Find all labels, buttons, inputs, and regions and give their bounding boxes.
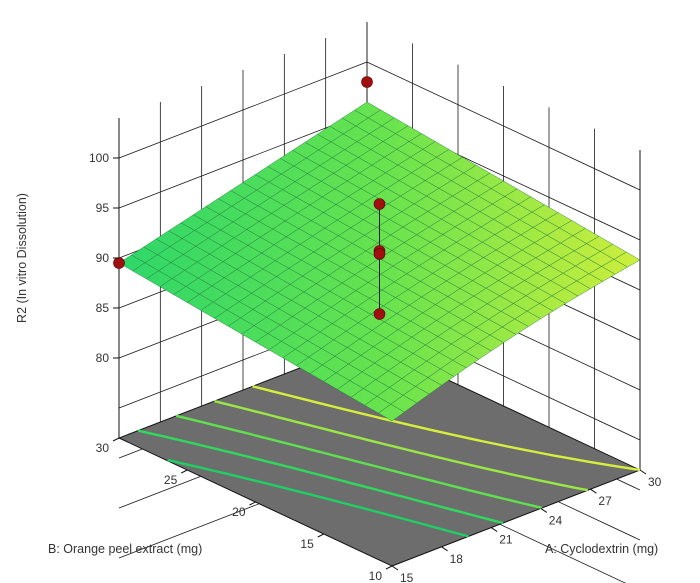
floor-contour-line bbox=[252, 385, 641, 472]
y-tick-mark bbox=[249, 501, 256, 506]
floor-contours bbox=[137, 385, 641, 538]
y-tick-mark bbox=[317, 533, 324, 538]
z-tick-label: 95 bbox=[96, 201, 110, 215]
x-tick-mark bbox=[639, 469, 647, 475]
y-axis-title: B: Orange peel extract (mg) bbox=[48, 542, 202, 556]
z-tick-label: 100 bbox=[89, 151, 109, 165]
x-tick-label: 18 bbox=[450, 552, 464, 566]
design-point bbox=[373, 308, 386, 320]
x-tick-mark bbox=[490, 527, 498, 533]
y-tick-label: 25 bbox=[164, 473, 178, 487]
y-tick-mark bbox=[181, 469, 188, 474]
y-tick-label: 20 bbox=[232, 505, 246, 519]
floor-contour-line bbox=[214, 399, 589, 492]
design-point bbox=[373, 248, 386, 260]
y-tick-label: 10 bbox=[369, 569, 383, 583]
x-tick-mark bbox=[540, 507, 548, 513]
floor-contour-line bbox=[167, 458, 469, 538]
tick-labels: 80 85 90 95 100 15 18 21 24 27 30 10 15 20 25 30 bbox=[89, 151, 662, 583]
x-tick-mark bbox=[391, 565, 399, 571]
x-axis-title: A: Cyclodextrin (mg) bbox=[545, 542, 658, 556]
design-point bbox=[361, 76, 373, 88]
floor-contour-line bbox=[137, 429, 504, 525]
design-point bbox=[113, 257, 125, 269]
surface-cell bbox=[613, 251, 641, 268]
x-tick-label: 24 bbox=[549, 513, 563, 527]
floor-contour-line bbox=[175, 414, 543, 510]
design-points bbox=[113, 76, 386, 320]
x-tick-mark bbox=[590, 488, 597, 494]
z-tick-label: 90 bbox=[96, 251, 110, 265]
z-axis-title: R2 (In vitro Dissolution) bbox=[15, 193, 29, 323]
x-tick-label: 21 bbox=[499, 533, 513, 547]
x-tick-label: 27 bbox=[598, 494, 612, 508]
z-tick-label: 80 bbox=[96, 351, 110, 365]
design-point bbox=[373, 198, 386, 210]
y-tick-mark bbox=[385, 565, 393, 570]
y-tick-label: 30 bbox=[96, 441, 110, 455]
z-tick-label: 85 bbox=[96, 301, 110, 315]
y-tick-label: 15 bbox=[300, 537, 314, 551]
y-tick-mark bbox=[112, 437, 120, 442]
x-tick-label: 30 bbox=[648, 475, 662, 489]
x-tick-label: 15 bbox=[400, 571, 414, 583]
x-tick-mark bbox=[441, 546, 448, 552]
